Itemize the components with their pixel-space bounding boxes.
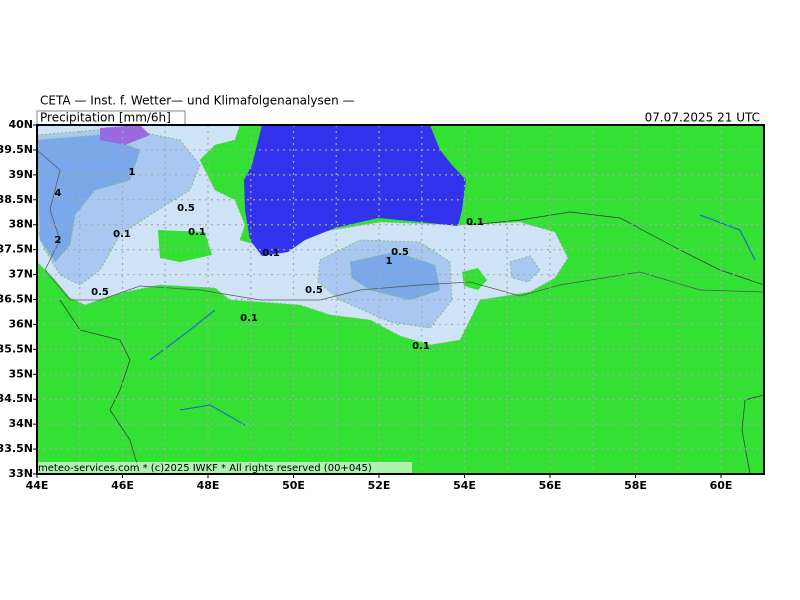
lat-label: 37N [8,268,33,281]
lat-label: 39.5N [0,143,33,156]
lat-label: 37.5N [0,243,33,256]
contour-label: 0.1 [262,248,280,259]
lon-label: 54E [453,479,476,492]
field-title: Precipitation [mm/6h] [40,111,171,125]
lat-label: 36.5N [0,293,33,306]
contour-label: 1 [386,256,393,267]
lat-label: 40N [8,118,33,131]
contour-label: 0.1 [240,313,258,324]
river [149,214,756,426]
contour-label: 0.5 [91,287,109,298]
credit: meteo-services.com * (c)2025 IWKF * All … [38,463,372,474]
lon-label: 50E [282,479,305,492]
contour-label: 0.1 [188,227,206,238]
source-title: CETA — Inst. f. Wetter— und Klimafolgena… [40,94,355,108]
contour-label: 1 [129,167,136,178]
lat-label: 34.5N [0,392,33,405]
border [469,211,764,286]
map-area: 4 2 1 0.5 0.1 0.1 0.5 0.1 0.5 0.1 0.5 1 … [37,125,764,474]
lon-label: 56E [539,479,562,492]
caspian-sea [244,125,466,256]
coast [741,394,764,474]
credit-bg [37,462,412,474]
lat-label: 35.5N [0,342,33,355]
lat-label: 39N [8,168,33,181]
contour-label: 2 [55,235,62,246]
grid [37,125,764,474]
lat-label: 38.5N [0,193,33,206]
lon-label: 60E [710,479,733,492]
contour-label: 0.5 [177,203,195,214]
contour-label: 0.1 [412,341,430,352]
contour-label: 0.1 [113,229,131,240]
contour-label: 0.5 [305,285,323,296]
lon-label: 46E [111,479,134,492]
lat-label: 38N [8,218,33,231]
lon-label: 58E [624,479,647,492]
valid-time: 07.07.2025 21 UTC [645,111,760,125]
lat-label: 35N [8,367,33,380]
precip-4 [100,125,150,145]
lon-label: 44E [26,479,49,492]
dry-patch [462,268,487,290]
lat-label: 33.5N [0,442,33,455]
contour-label: 0.5 [391,247,409,258]
contour-label: 4 [55,188,62,199]
axis-ticks: 40N 39.5N 39N 38.5N 38N 37.5N 37N 36.5N 36N 35.5N… [0,118,732,492]
lat-label: 34N [8,417,33,430]
contour-label: 0.1 [466,217,484,228]
precip-0.5 [509,255,541,283]
dry-patch [158,230,212,262]
lon-label: 48E [197,479,220,492]
lon-label: 52E [368,479,391,492]
precip-1 [349,251,441,301]
lat-label: 36N [8,317,33,330]
lat-label: 33N [8,467,33,480]
border [59,299,141,474]
